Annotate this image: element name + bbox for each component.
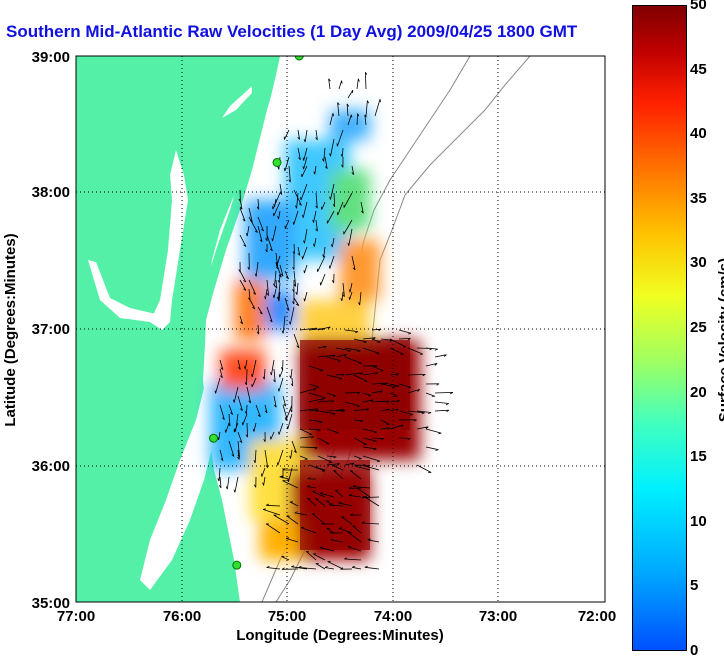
station-marker xyxy=(272,157,282,167)
colorbar-label: Surface Velocity (cm/s) xyxy=(716,257,724,423)
pamlico-sound xyxy=(140,380,214,590)
y-tick-label: 37:00 xyxy=(32,321,70,338)
bay-tributary xyxy=(88,260,156,322)
station-marker xyxy=(209,433,219,443)
y-ticks: 35:00 36:00 37:00 38:00 39:00 xyxy=(32,49,70,612)
y-tick-label: 35:00 xyxy=(32,595,70,612)
colorbar-tick-label: 15 xyxy=(690,448,707,466)
colorbar-tick-label: 25 xyxy=(690,319,707,336)
y-tick-label: 39:00 xyxy=(32,49,70,66)
radar-stations xyxy=(209,56,304,570)
colorbar xyxy=(632,5,687,651)
x-tick-label: 75:00 xyxy=(268,608,306,625)
colorbar-tick-label: 20 xyxy=(690,383,707,401)
x-tick-label: 72:00 xyxy=(578,608,616,625)
x-ticks: 77:00 76:00 75:00 74:00 73:00 72:00 xyxy=(57,608,616,625)
map-title: Southern Mid-Atlantic Raw Velocities (1 … xyxy=(6,22,578,41)
station-marker xyxy=(232,560,242,570)
velocity-vectors xyxy=(214,71,454,570)
colorbar-tick-label: 45 xyxy=(690,60,707,78)
x-axis-label: Longitude (Degrees:Minutes) xyxy=(236,627,444,644)
y-tick-label: 38:00 xyxy=(32,184,70,201)
x-tick-label: 76:00 xyxy=(163,608,201,625)
colorbar-tick-label: 35 xyxy=(690,189,707,207)
x-tick-label: 74:00 xyxy=(374,608,412,625)
x-tick-label: 77:00 xyxy=(57,608,95,625)
station-marker xyxy=(294,56,304,61)
grid xyxy=(76,56,605,602)
colorbar-tick-label: 10 xyxy=(690,512,707,530)
y-tick-label: 36:00 xyxy=(32,458,70,475)
vector-arrow-set xyxy=(214,71,454,570)
colorbar-tick-label: 0 xyxy=(690,642,699,659)
axes-frame xyxy=(75,55,606,603)
x-tick-label: 73:00 xyxy=(479,608,517,625)
colorbar-tick-label: 40 xyxy=(690,125,707,143)
chesapeake-bay xyxy=(150,150,188,330)
colorbar-tick-label: 30 xyxy=(690,254,707,272)
colorbar-tick-label: 50 xyxy=(690,0,707,13)
colorbar-tick-label: 5 xyxy=(690,577,699,595)
y-axis-label: Latitude (Degrees:Minutes) xyxy=(2,233,19,426)
delmarva-peninsula xyxy=(196,56,280,320)
